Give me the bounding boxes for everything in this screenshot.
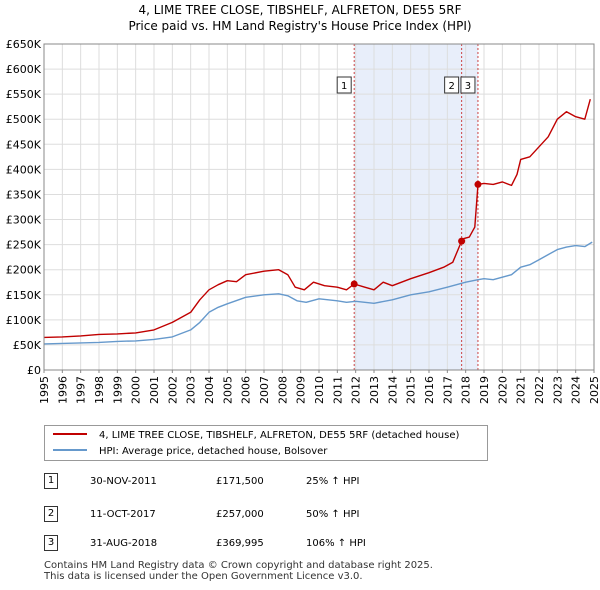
chart-title-line-1: 4, LIME TREE CLOSE, TIBSHELF, ALFRETON, …	[138, 3, 462, 17]
transaction-hpi-change: 25% ↑ HPI	[306, 476, 360, 487]
x-tick-label: 2019	[478, 376, 491, 404]
x-tick-label: 2001	[148, 376, 161, 404]
y-tick-label: £100K	[6, 314, 42, 327]
sale-point	[350, 280, 358, 288]
y-tick-label: £0	[27, 364, 41, 377]
sale-marker-number: 3	[465, 81, 471, 92]
x-tick-label: 2002	[166, 376, 179, 404]
transaction-badge: 1	[44, 473, 58, 489]
transaction-price: £369,995	[216, 538, 264, 549]
y-tick-label: £400K	[6, 163, 42, 176]
x-tick-label: 1998	[93, 376, 106, 404]
chart-legend: 4, LIME TREE CLOSE, TIBSHELF, ALFRETON, …	[44, 425, 488, 461]
footer-line-1: Contains HM Land Registry data © Crown c…	[44, 560, 433, 571]
transaction-badge: 2	[44, 506, 58, 522]
price-chart: 1 2 3 £0 £50K £100K £150K £200K £250K £300K £350K £…	[6, 38, 600, 404]
sale-marker-box	[444, 76, 460, 94]
sale-marker-box	[460, 76, 476, 94]
x-tick-label: 1995	[38, 376, 51, 404]
x-tick-label: 2009	[295, 376, 308, 404]
legend-item-property: 4, LIME TREE CLOSE, TIBSHELF, ALFRETON, …	[53, 428, 459, 444]
x-tick-label: 2025	[588, 376, 600, 404]
x-tick-label: 2023	[551, 376, 564, 404]
legend-swatch-hpi	[53, 449, 87, 451]
transaction-date: 11-OCT-2017	[90, 509, 156, 520]
transaction-badge: 3	[44, 535, 58, 551]
x-tick-label: 2022	[533, 376, 546, 404]
transaction-price: £257,000	[216, 509, 264, 520]
footer-attribution: Contains HM Land Registry data © Crown c…	[44, 560, 433, 582]
y-tick-label: £50K	[13, 339, 42, 352]
y-tick-label: £300K	[6, 214, 42, 227]
sale-marker-box	[336, 76, 352, 94]
x-tick-label: 2004	[203, 376, 216, 404]
x-tick-label: 1996	[56, 376, 69, 404]
x-tick-label: 2024	[570, 376, 583, 404]
x-tick-label: 2011	[331, 376, 344, 404]
sale-point	[474, 180, 482, 188]
y-tick-label: £650K	[6, 38, 42, 51]
x-tick-label: 2015	[405, 376, 418, 404]
x-tick-label: 2000	[130, 376, 143, 404]
x-tick-label: 1999	[111, 376, 124, 404]
sale-marker-label: 1	[336, 76, 352, 94]
series-line-hpi	[43, 241, 593, 345]
x-tick-label: 2020	[496, 376, 509, 404]
legend-item-hpi: HPI: Average price, detached house, Bols…	[53, 444, 327, 460]
x-tick-label: 2013	[368, 376, 381, 404]
sale-marker-label: 2	[444, 76, 460, 94]
y-tick-label: £200K	[6, 264, 42, 277]
transaction-date: 31-AUG-2018	[90, 538, 158, 549]
y-tick-label: £250K	[6, 239, 42, 252]
legend-label-property: 4, LIME TREE CLOSE, TIBSHELF, ALFRETON, …	[99, 430, 460, 441]
x-tick-label: 2016	[423, 376, 436, 404]
x-tick-label: 2021	[515, 376, 528, 404]
sale-marker-label: 3	[460, 76, 476, 94]
transaction-hpi-change: 106% ↑ HPI	[306, 538, 366, 549]
x-tick-label: 2006	[240, 376, 253, 404]
x-tick-label: 2003	[185, 376, 198, 404]
series-line-property	[43, 99, 591, 339]
sale-marker-number: 2	[448, 81, 454, 92]
y-tick-label: £600K	[6, 63, 42, 76]
x-tick-label: 2012	[350, 376, 363, 404]
x-tick-label: 2005	[221, 376, 234, 404]
x-tick-label: 2014	[386, 376, 399, 404]
x-tick-label: 2010	[313, 376, 326, 404]
transaction-price: £171,500	[216, 476, 264, 487]
y-tick-label: £150K	[6, 289, 42, 302]
x-tick-label: 2017	[441, 376, 454, 404]
y-tick-label: £450K	[6, 138, 42, 151]
y-tick-label: £500K	[6, 113, 42, 126]
x-tick-label: 2018	[460, 376, 473, 404]
transaction-hpi-change: 50% ↑ HPI	[306, 509, 360, 520]
ownership-shaded-region	[354, 44, 478, 370]
y-tick-label: £550K	[6, 88, 42, 101]
x-tick-label: 1997	[75, 376, 88, 404]
footer-line-2: This data is licensed under the Open Gov…	[44, 571, 363, 582]
y-tick-label: £350K	[6, 188, 42, 201]
sale-marker-number: 1	[341, 81, 347, 92]
legend-label-hpi: HPI: Average price, detached house, Bols…	[99, 446, 328, 457]
transaction-date: 30-NOV-2011	[90, 476, 157, 487]
sale-point	[458, 237, 466, 245]
x-tick-label: 2008	[276, 376, 289, 404]
chart-title-line-2: Price paid vs. HM Land Registry's House …	[128, 19, 472, 33]
x-tick-label: 2007	[258, 376, 271, 404]
legend-swatch-property	[53, 433, 87, 435]
